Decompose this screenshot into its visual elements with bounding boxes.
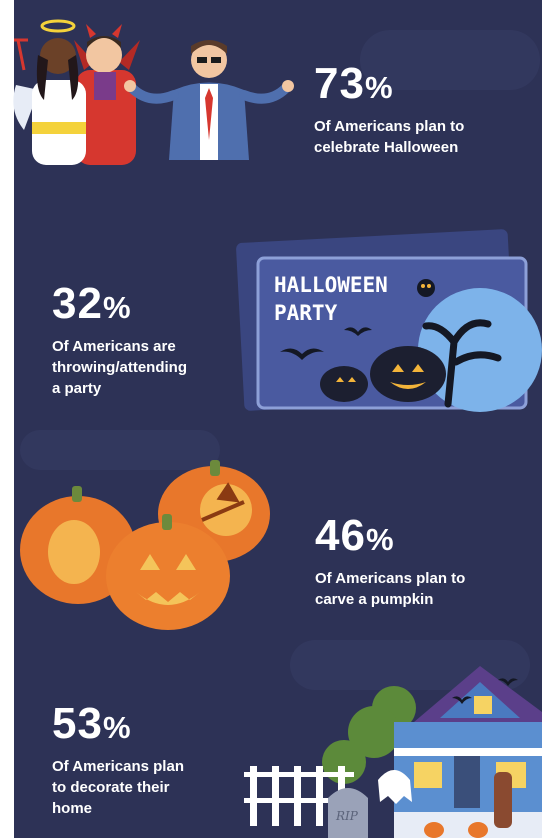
stat-percentage: 46% (315, 514, 465, 562)
percent-sign: % (102, 710, 132, 745)
percent-sign: % (364, 70, 394, 105)
cloud-shape (20, 430, 220, 470)
stat-value: 32 (52, 279, 103, 328)
costume-illustration (13, 19, 294, 165)
stat-party: 32% Of Americans are throwing/attending … (52, 282, 187, 399)
party-sign-line1: HALLOWEEN (274, 273, 388, 297)
party-sign-line2: PARTY (274, 301, 338, 325)
stat-description: Of Americans plan to carve a pumpkin (315, 570, 466, 608)
stat-value: 53 (52, 699, 103, 748)
gravestone-label: RIP (335, 809, 359, 823)
stat-percentage: 53% (52, 702, 184, 750)
stat-value: 73 (314, 59, 365, 108)
devil-costume-icon (74, 24, 140, 165)
stat-percentage: 32% (52, 282, 187, 330)
haunted-house-illustration: RIP (244, 666, 542, 838)
stat-carve: 46% Of Americans plan to carve a pumpkin (315, 514, 465, 610)
angel-costume-icon (13, 19, 86, 165)
stat-description: Of Americans plan to decorate their home (52, 758, 184, 817)
stat-percentage: 73% (314, 62, 464, 110)
percent-sign: % (102, 290, 132, 325)
stat-decorate: 53% Of Americans plan to decorate their … (52, 702, 184, 819)
stat-description: Of Americans are throwing/attending a pa… (52, 338, 187, 397)
shrugging-man-icon (124, 40, 294, 160)
party-sign-illustration: HALLOWEEN PARTY (236, 229, 542, 412)
cloud-shape (360, 30, 540, 90)
left-margin (0, 0, 14, 838)
carved-pumpkins-illustration (20, 460, 270, 630)
stat-value: 46 (315, 511, 366, 560)
right-margin (542, 0, 551, 838)
stat-celebrate: 73% Of Americans plan to celebrate Hallo… (314, 62, 464, 158)
percent-sign: % (365, 522, 395, 557)
stat-description: Of Americans plan to celebrate Halloween (314, 118, 465, 156)
